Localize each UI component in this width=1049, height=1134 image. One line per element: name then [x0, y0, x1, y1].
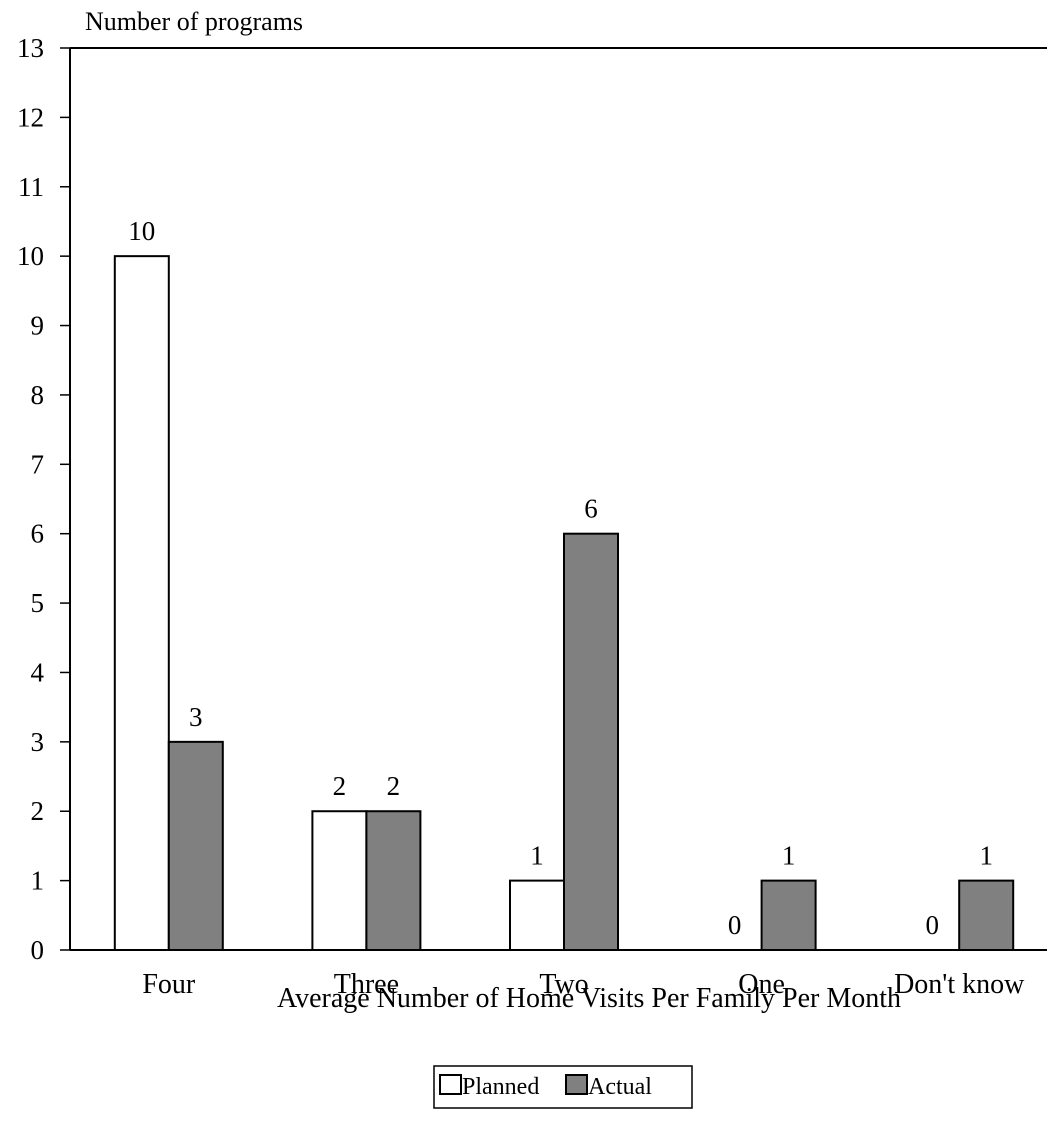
- legend: Planned Actual: [433, 1065, 693, 1109]
- bar-actual: [760, 879, 817, 951]
- data-label-planned: 1: [530, 841, 544, 871]
- y-tick-label: 8: [31, 380, 45, 410]
- x-category-label: Three: [334, 969, 399, 1000]
- data-label-planned: 10: [128, 216, 155, 246]
- y-tick-label: 4: [31, 657, 45, 687]
- data-label-actual: 1: [979, 841, 993, 871]
- x-category-label: Four: [142, 969, 196, 1000]
- legend-swatch-planned: [439, 1074, 462, 1095]
- legend-label-planned: Planned: [462, 1074, 539, 1100]
- legend-label-actual: Actual: [588, 1074, 652, 1100]
- bar-actual: [167, 740, 224, 951]
- data-label-actual: 2: [387, 771, 401, 801]
- x-category-label: Two: [539, 969, 588, 1000]
- legend-frame: [433, 1065, 693, 1109]
- bars-layer: [113, 255, 1015, 951]
- x-category-label: One: [738, 969, 785, 1000]
- legend-swatch-actual: [565, 1074, 588, 1095]
- data-label-actual: 1: [782, 841, 796, 871]
- bar-planned: [113, 255, 170, 951]
- bar-actual: [563, 532, 619, 951]
- data-label-actual: 6: [584, 494, 598, 524]
- axes-layer: [69, 47, 1047, 951]
- bar-planned: [311, 810, 368, 951]
- y-tick-label: 0: [31, 935, 45, 965]
- x-categories-layer: Four Three Two One Don't know: [142, 969, 1025, 1000]
- data-label-planned: 0: [925, 910, 939, 940]
- data-label-planned: 0: [728, 910, 742, 940]
- y-axis-title: Number of programs: [85, 7, 303, 36]
- y-tick-label: 7: [31, 449, 45, 479]
- bar-planned: [509, 879, 565, 951]
- y-tick-label: 10: [17, 241, 44, 271]
- x-axis-title: Average Number of Home Visits Per Family…: [277, 983, 901, 1014]
- y-tick-label: 5: [31, 588, 45, 618]
- data-label-planned: 2: [333, 771, 347, 801]
- y-tick-label: 11: [18, 172, 44, 202]
- y-tick-label: 12: [17, 102, 44, 132]
- y-tick-label: 1: [31, 866, 45, 896]
- y-tick-label: 6: [31, 519, 45, 549]
- bar-actual: [365, 810, 422, 951]
- y-tick-label: 9: [31, 311, 45, 341]
- bar-actual: [958, 879, 1015, 951]
- x-category-label: Don't know: [894, 969, 1025, 1000]
- y-tick-label: 13: [17, 33, 44, 63]
- y-tick-label: 2: [31, 796, 45, 826]
- y-tick-label: 3: [31, 727, 45, 757]
- data-label-actual: 3: [189, 702, 203, 732]
